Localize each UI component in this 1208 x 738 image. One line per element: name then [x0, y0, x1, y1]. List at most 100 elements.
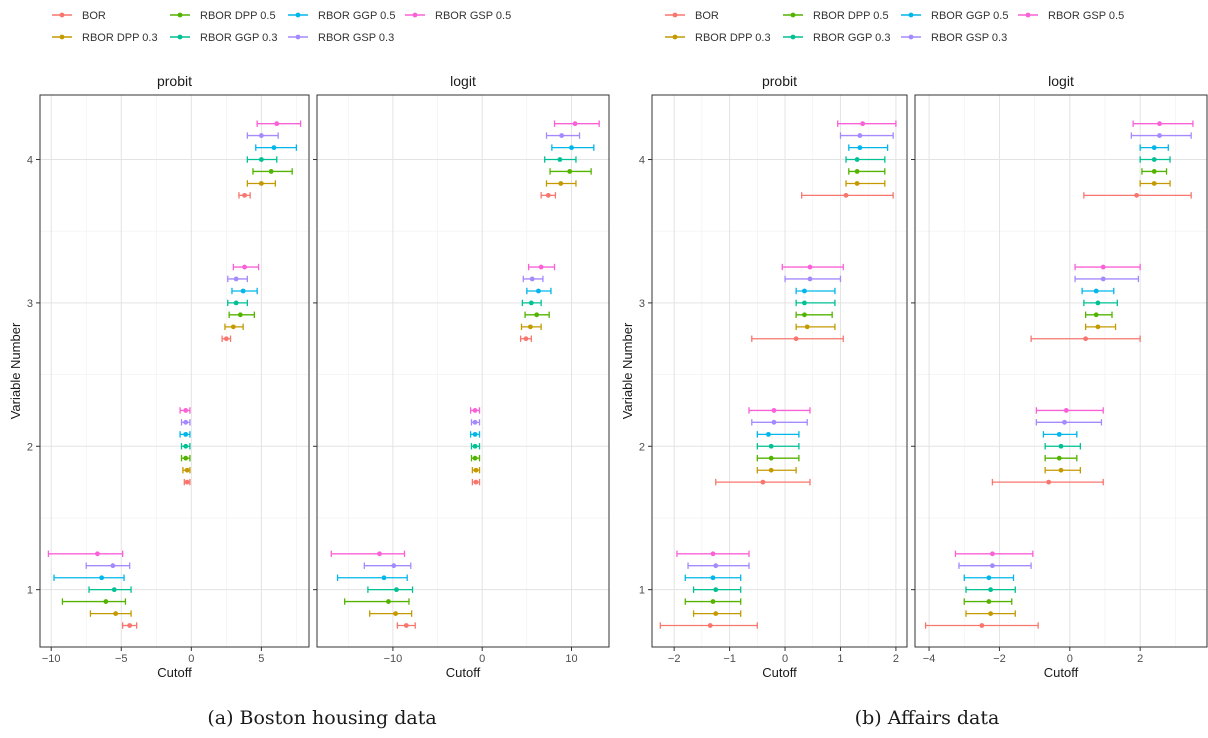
error-bar — [396, 622, 416, 629]
data-point — [394, 587, 399, 593]
x-tick-label: 0 — [479, 653, 485, 665]
x-axis-title: Cutoff — [762, 665, 797, 680]
error-bar — [751, 419, 808, 426]
legend-item: RBOR GSP 0.3 — [288, 32, 394, 44]
data-point — [843, 192, 849, 198]
legend-item: BOR — [52, 10, 106, 22]
x-tick-label: −4 — [923, 653, 936, 665]
data-point — [472, 419, 478, 425]
error-bar — [676, 550, 750, 558]
data-point — [1093, 312, 1099, 318]
data-point — [242, 264, 247, 270]
error-bar — [545, 180, 577, 187]
error-bar — [179, 407, 191, 414]
legend-key-dot — [295, 34, 301, 40]
x-tick-label: −2 — [668, 653, 681, 665]
panel-border — [316, 94, 610, 648]
legend-key-dot — [1025, 12, 1031, 18]
error-bar — [963, 574, 1015, 581]
error-bar — [845, 180, 886, 187]
data-point — [99, 575, 105, 581]
data-point — [1095, 324, 1101, 330]
error-bar — [549, 168, 592, 175]
data-point — [1063, 408, 1069, 413]
data-point — [258, 181, 264, 186]
data-point — [233, 276, 239, 282]
error-bar — [363, 562, 412, 569]
error-bar — [795, 323, 836, 331]
data-point — [184, 467, 190, 473]
y-tick-label: 3 — [639, 298, 645, 310]
y-axis-title: Variable Number — [620, 322, 635, 419]
error-bar — [963, 598, 1013, 605]
data-point — [768, 455, 774, 461]
data-point — [557, 157, 563, 162]
data-point — [857, 145, 863, 151]
error-bar — [795, 287, 836, 295]
data-point — [240, 288, 246, 294]
error-bar — [519, 335, 532, 342]
data-point — [979, 623, 985, 628]
data-point — [95, 551, 100, 557]
legend-item: RBOR DPP 0.5 — [783, 10, 889, 22]
data-point — [1151, 145, 1157, 151]
legend-key-dot — [672, 12, 678, 18]
legend-item: RBOR GSP 0.5 — [405, 10, 511, 22]
error-bar — [522, 275, 544, 283]
data-point — [523, 336, 529, 342]
error-bar — [954, 550, 1034, 558]
data-point — [766, 431, 771, 437]
legend-label: RBOR GSP 0.3 — [931, 32, 1007, 44]
error-bar — [1084, 323, 1117, 331]
facet-probit: probit −2 −1 0 1 2 1 2 3 4 — [639, 73, 908, 665]
error-bar — [958, 562, 1032, 569]
plot-background — [652, 95, 907, 647]
legend-item: RBOR GSP 0.3 — [901, 32, 1007, 44]
data-point — [1151, 157, 1157, 162]
legend-label: RBOR GSP 0.5 — [1048, 10, 1124, 22]
data-point — [391, 563, 397, 569]
error-bar — [521, 299, 542, 307]
data-point — [567, 169, 573, 174]
legend-key-dot — [908, 34, 914, 40]
x-tick-label: 0 — [188, 653, 194, 665]
x-axis-title: Cutoff — [157, 665, 192, 680]
data-point — [802, 300, 807, 306]
error-bar — [801, 192, 894, 199]
error-bar — [336, 574, 408, 581]
data-point — [103, 599, 109, 604]
y-tick-label: 4 — [27, 155, 33, 167]
legend-key-dot — [790, 12, 796, 18]
data-point — [111, 587, 117, 593]
data-point — [713, 563, 719, 569]
error-bar — [1074, 263, 1141, 271]
legend-key-dot — [790, 34, 796, 40]
data-point — [183, 419, 189, 425]
data-point — [110, 563, 116, 569]
legend-item: BOR — [665, 10, 719, 22]
facet-logit: logit −10 0 10 — [313, 73, 610, 665]
data-point — [268, 169, 274, 174]
data-point — [569, 145, 574, 151]
data-point — [258, 133, 264, 138]
legend-label: RBOR DPP 0.5 — [813, 10, 889, 22]
legend-item: RBOR GSP 0.5 — [1018, 10, 1124, 22]
error-bar — [1044, 467, 1081, 474]
error-bar — [1044, 454, 1078, 462]
error-bar — [924, 622, 1039, 629]
error-bar — [471, 478, 481, 486]
data-point — [127, 623, 133, 628]
y-tick-label: 1 — [27, 585, 33, 597]
data-point — [184, 479, 190, 485]
figure-caption: (a) Boston housing data — [207, 707, 436, 729]
error-bar — [1044, 443, 1081, 450]
plot-background — [40, 95, 309, 647]
error-bar — [330, 550, 406, 558]
data-point — [233, 300, 239, 306]
data-point — [986, 599, 992, 604]
data-point — [768, 443, 774, 449]
error-bar — [471, 467, 481, 474]
data-point — [802, 288, 807, 294]
legend-item: RBOR GGP 0.3 — [170, 32, 277, 44]
